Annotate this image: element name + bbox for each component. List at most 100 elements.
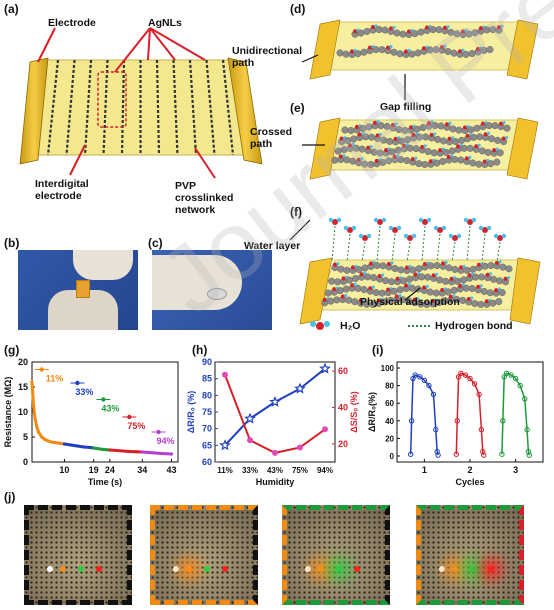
oxygen-atom [387,261,391,266]
oxygen-atom [431,273,436,278]
water-molecule-hydrogen [441,225,447,231]
oxygen-atom [499,121,503,126]
nanowire-bead [378,46,386,54]
nanowire-bead [481,262,489,270]
oxygen-atom [369,261,373,266]
nanowire-bead [424,273,432,281]
nanowire-bead [408,50,416,58]
water-molecule-hydrogen [493,233,499,239]
annotation-dot [39,367,44,372]
annotation-label: 11% [46,374,64,384]
hydrogen-bond [496,241,501,263]
oxygen-atom [476,46,480,51]
oxygen-atom [447,136,452,141]
nanowire-bead [333,296,341,304]
nanowire-bead [342,50,350,58]
hydrogen-bond [481,233,486,263]
data-point [56,441,60,445]
water-molecule-oxygen [467,219,473,225]
nanowire-bead [334,278,342,286]
nanowire-line [65,59,76,156]
oxygen-atom [350,49,354,54]
series-line [224,374,326,454]
y-tick-label: 20 [385,434,394,443]
data-point [121,449,125,453]
data-point [75,444,80,448]
label-agnls: AgNLs [148,17,182,29]
led-indicator [487,565,494,572]
water-molecule-hydrogen [396,225,402,231]
y-left-tick-label: 65 [202,440,212,450]
nanowire-line [172,59,179,156]
nanowire-line [83,59,93,156]
plot-frame [214,361,336,463]
oxygen-atom [449,276,454,281]
nanowire-bead [391,265,399,273]
nanowire-bead [457,156,465,164]
oxygen-atom [391,122,395,127]
oxygen-atom [348,143,353,148]
nanowire-bead [342,285,350,293]
nanowire-bead [487,160,495,168]
nanowire-bead [388,278,396,286]
hydrogen-atom [500,24,504,28]
x-axis-label: Time (s) [88,477,122,487]
annotation-dot [127,414,132,420]
hydrogen-atom [389,45,393,49]
water-molecule-hydrogen [463,217,469,223]
nanowire-bead [334,147,342,155]
nanowire-bead [484,148,492,156]
data-point [499,451,505,457]
data-point [412,372,418,378]
nanowire-bead [349,157,357,165]
nanowire-bead [396,286,404,294]
nanowire-bead [358,145,366,153]
oxygen-atom [384,147,389,152]
nanowire-bead [412,145,420,153]
nanowire-bead [435,26,443,34]
oxygen-atom [484,299,489,304]
nanowire-bead [469,159,477,167]
nanowire-bead [406,144,414,152]
annotation-dot [156,429,161,435]
nanowire-bead [424,148,432,156]
oxygen-atom [368,45,372,50]
data-point [508,372,514,378]
led-indicator [452,565,459,572]
data-point [435,452,441,458]
y-left-tick-label: 85 [202,374,212,384]
legend-hydrogen-bond: Hydrogen bond [435,320,513,332]
oxygen-atom [482,159,487,164]
led-indicator [353,565,360,572]
annotation-dot [75,380,80,386]
data-point-star [244,412,256,424]
hydrogen-atom [407,48,411,53]
hydrogen-atom [342,153,346,158]
data-point [59,441,63,446]
data-point [407,451,414,457]
oxygen-atom [341,276,346,281]
legend-h2o: H₂O [340,320,361,332]
x-tick-label: 34 [137,465,147,475]
oxygen-atom [322,297,327,302]
data-point [82,445,86,449]
panel-label-i: (i) [372,343,384,357]
nanowire-bead [451,156,459,164]
nanowire-bead [403,157,411,165]
nanowire-bead [350,135,358,143]
x-axis-label: Humidity [256,477,295,487]
data-point [35,425,39,429]
y-tick-label: 80 [385,382,394,391]
y-left-tick-label: 80 [202,390,212,400]
nanowire-bead [397,156,405,164]
y-tick-label: 5 [23,432,28,442]
nanowire-bead [390,48,398,56]
water-molecule-oxygen [377,219,383,225]
hydrogen-bond [391,233,396,263]
hydrogen-atom [396,154,400,158]
data-point [33,417,37,422]
oxygen-atom [466,296,471,301]
data-point [62,442,67,446]
panel-label-a: (a) [4,2,19,16]
y-tick-label: 10 [18,407,28,417]
